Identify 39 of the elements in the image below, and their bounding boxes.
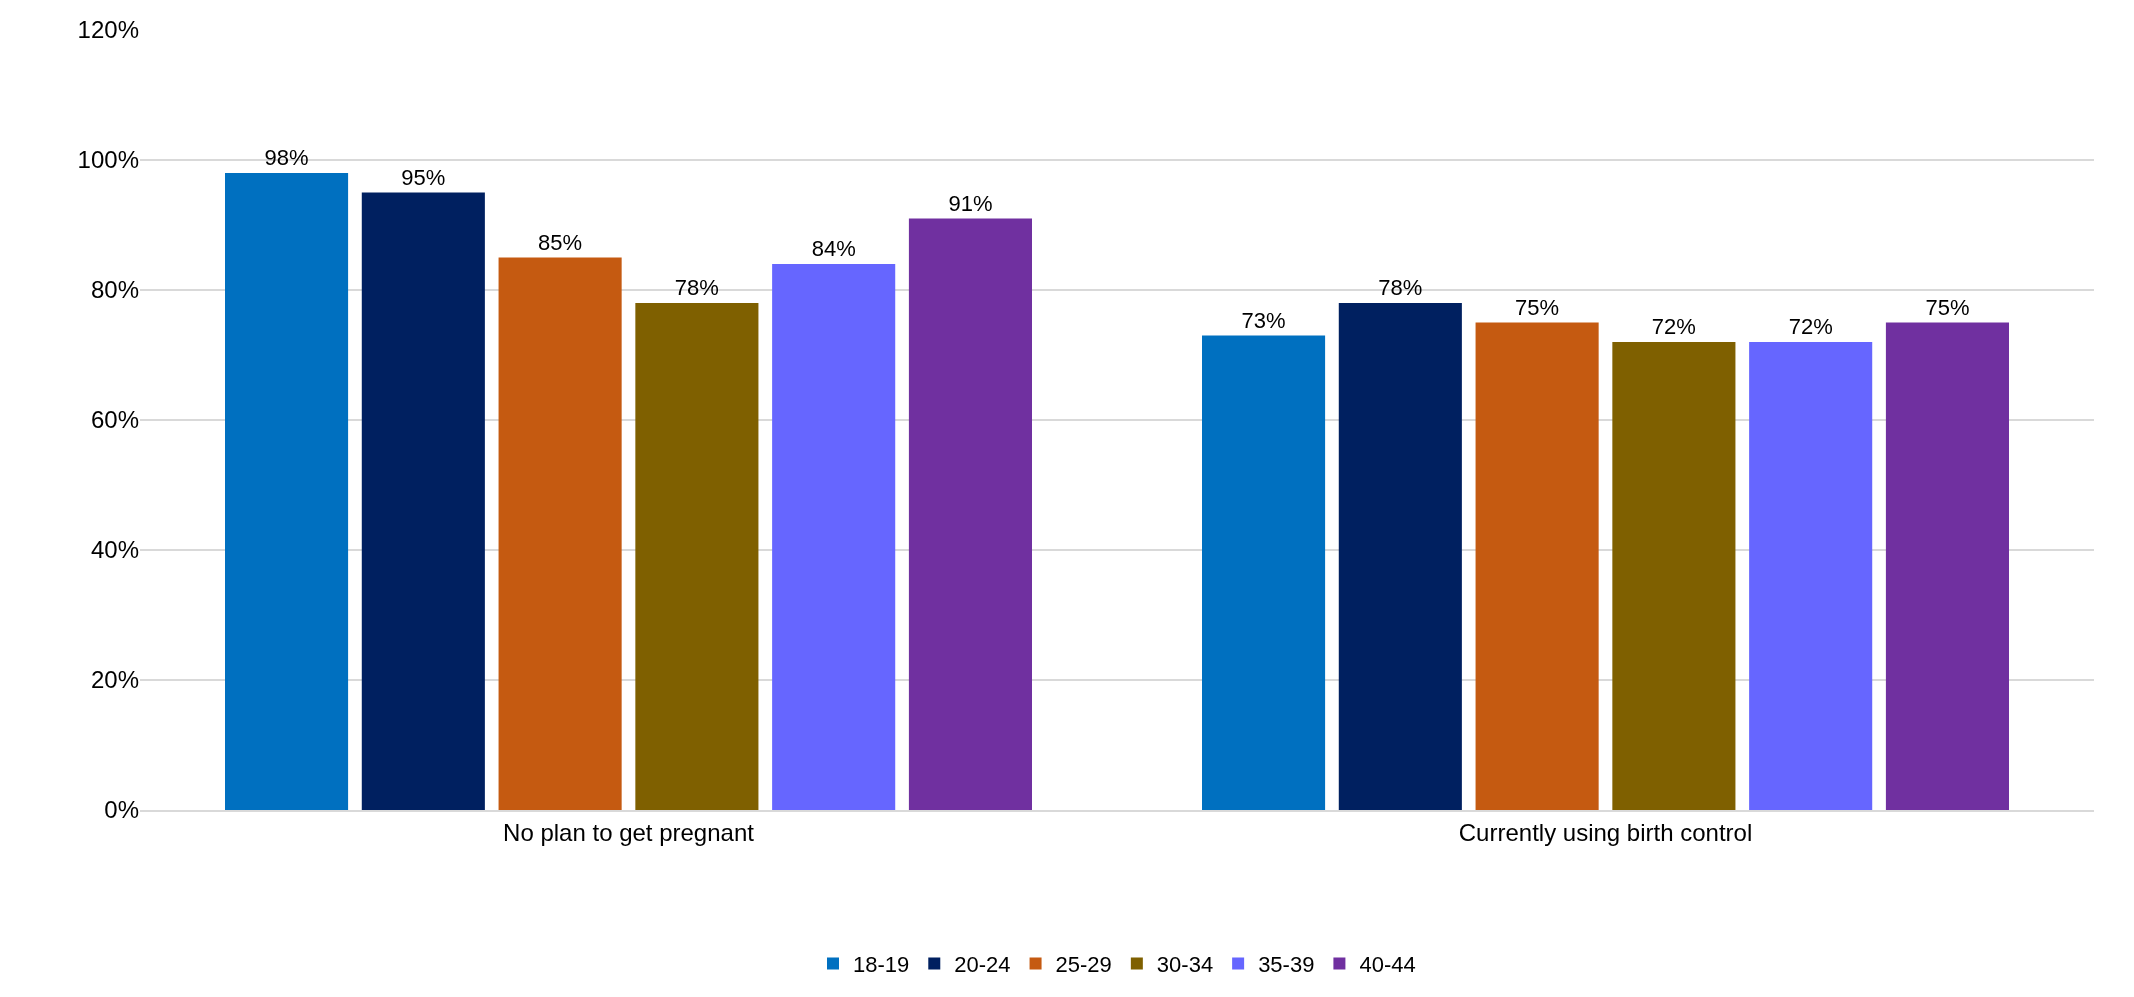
y-tick-label: 40% [90, 536, 139, 564]
data-label: 91% [948, 190, 993, 216]
bar [772, 264, 896, 810]
legend-label: 30-34 [1156, 951, 1214, 977]
legend-label: 18-19 [853, 951, 910, 977]
legend-label: 20-24 [954, 951, 1011, 977]
legend-label: 25-29 [1055, 951, 1112, 977]
y-tick-label: 80% [90, 276, 139, 304]
y-tick-label: 120% [77, 16, 139, 44]
data-label: 72% [1651, 314, 1696, 339]
y-tick-label: 20% [90, 666, 139, 694]
data-label: 84% [811, 236, 856, 261]
y-tick-label: 0% [104, 796, 139, 824]
data-label: 75% [1925, 294, 1970, 320]
data-label: 78% [1378, 275, 1423, 300]
x-tick-label: Currently using birth control [1458, 818, 1753, 846]
data-label: 85% [538, 229, 583, 255]
bar [1338, 303, 1462, 810]
bar [1749, 342, 1873, 810]
data-label: 78% [674, 275, 719, 300]
data-label: 72% [1788, 314, 1833, 339]
data-label: 95% [401, 164, 446, 190]
bar [1475, 322, 1599, 810]
bar [1885, 322, 2009, 810]
data-label: 98% [264, 145, 309, 170]
bar [1612, 342, 1736, 810]
data-label: 75% [1515, 294, 1560, 320]
bar [361, 192, 485, 810]
bar [225, 173, 349, 810]
y-tick-label: 60% [90, 406, 139, 434]
legend-label: 35-39 [1258, 951, 1315, 977]
y-tick-label: 100% [77, 146, 139, 174]
bar [908, 218, 1032, 810]
legend-label: 40-44 [1359, 951, 1416, 977]
bar [635, 303, 759, 810]
x-tick-label: No plan to get pregnant [503, 818, 755, 846]
bar [498, 257, 622, 810]
bar [1202, 335, 1326, 810]
data-label: 73% [1241, 307, 1286, 333]
